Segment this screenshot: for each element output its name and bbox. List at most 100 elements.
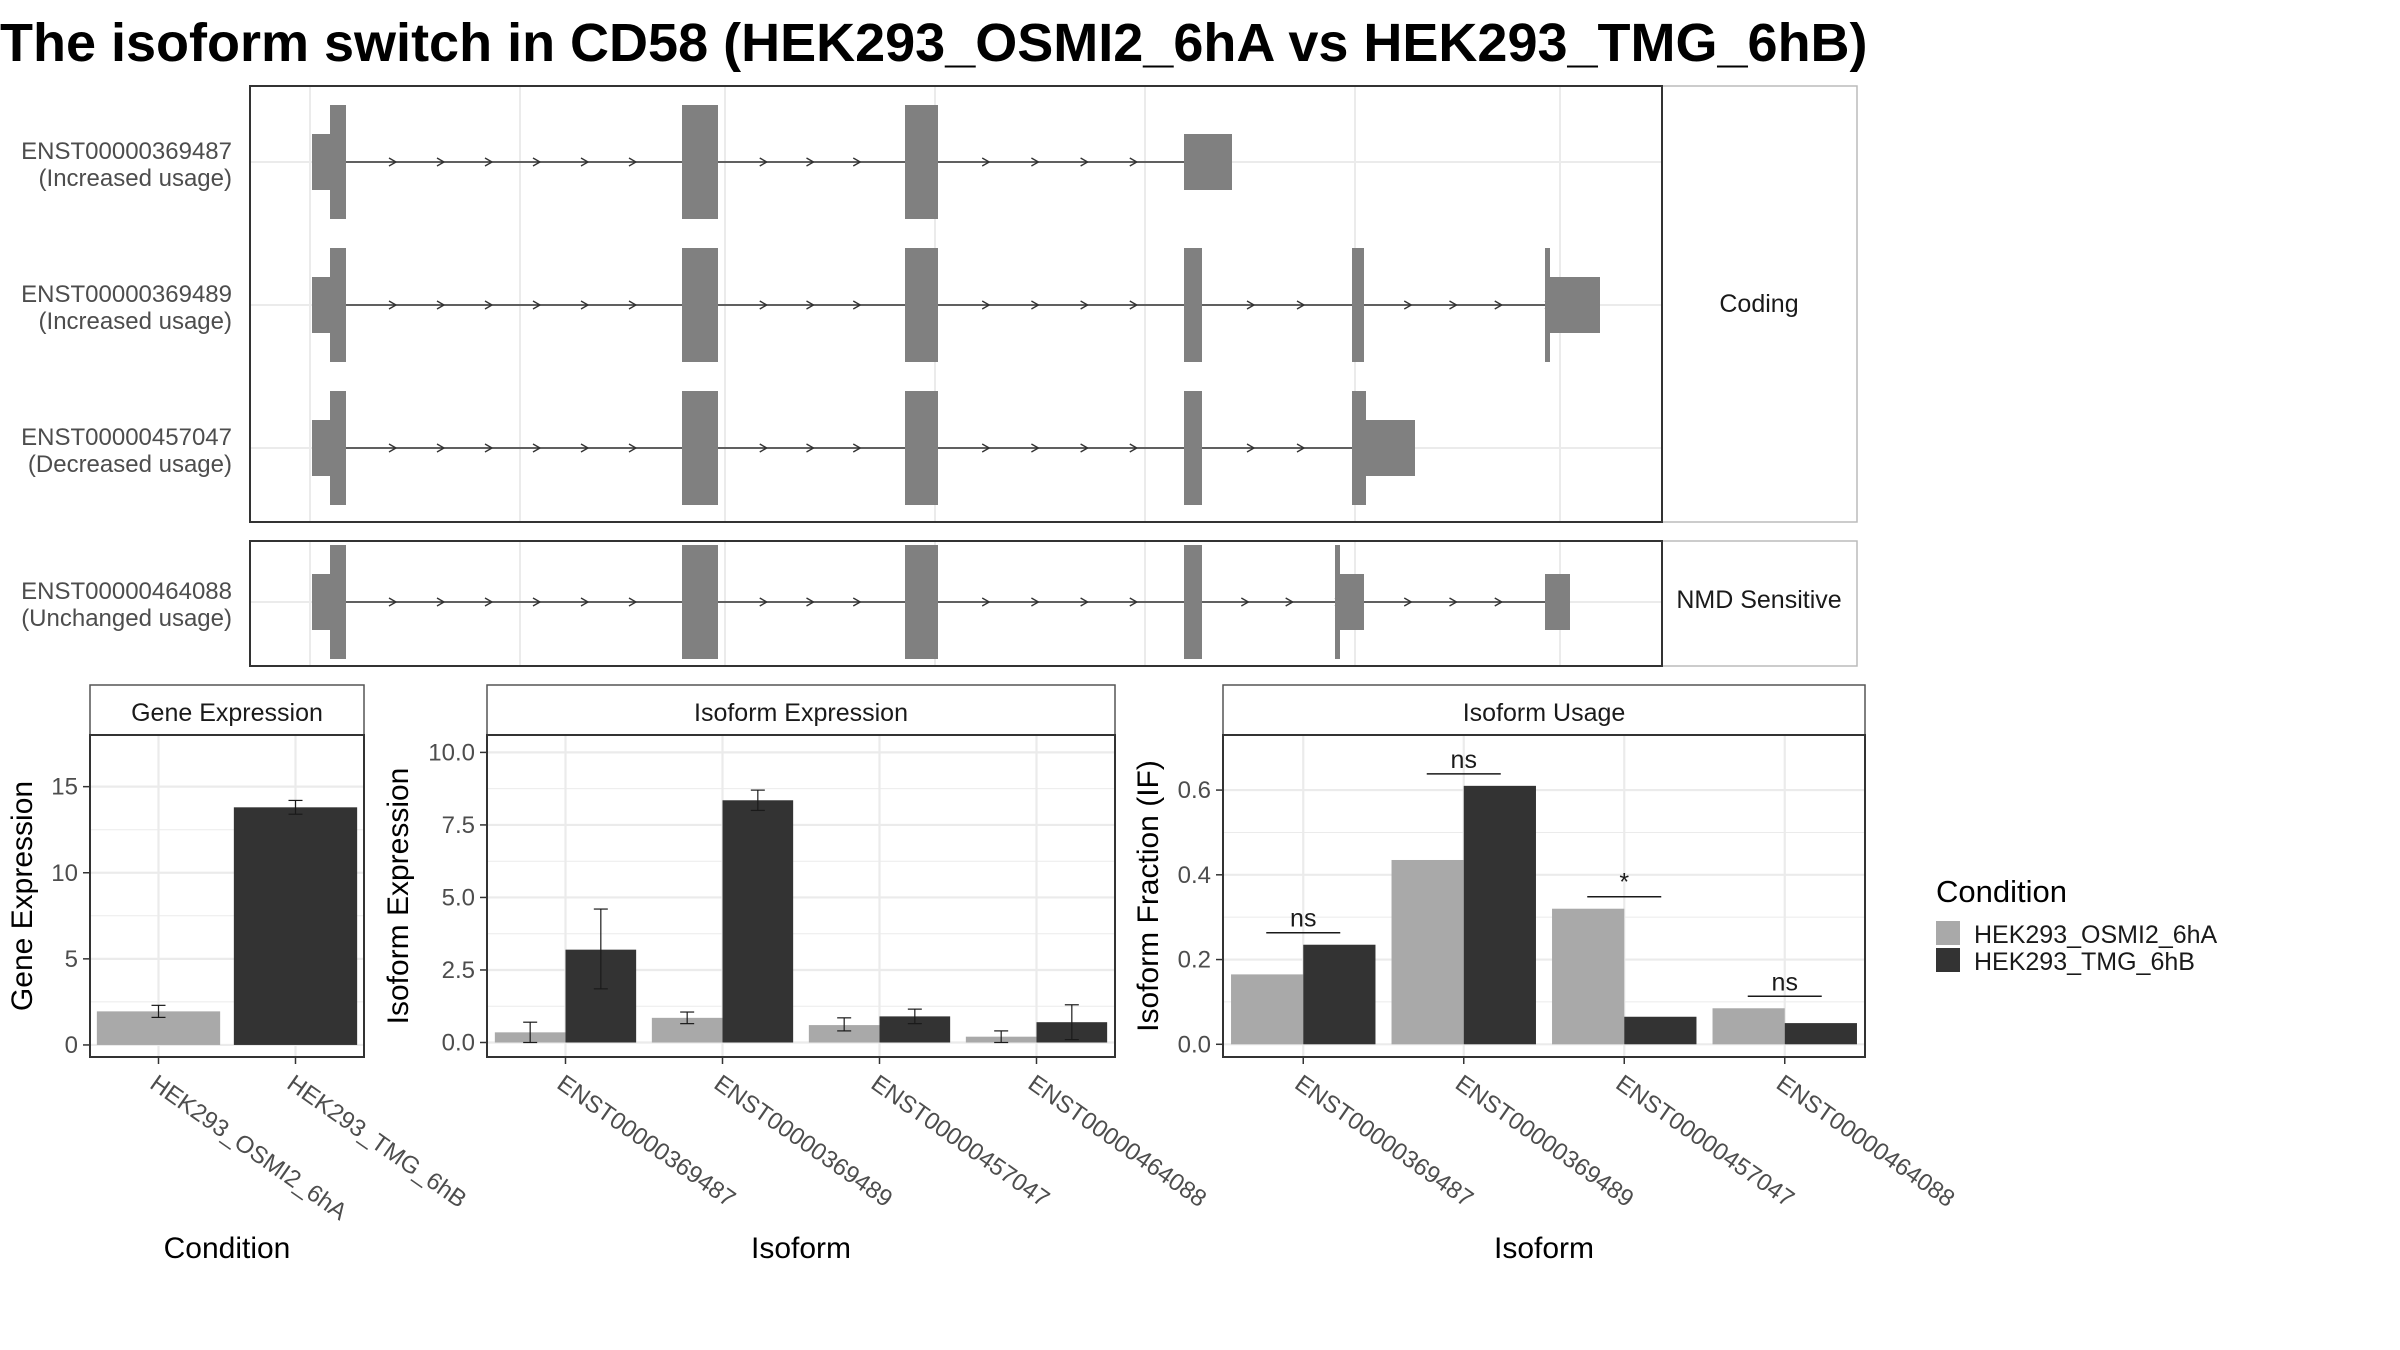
intron-direction-arrow — [436, 443, 446, 453]
significance-label: ns — [1772, 968, 1798, 996]
intron-direction-arrow — [532, 443, 542, 453]
y-tick-label: 0.0 — [1178, 1031, 1211, 1058]
significance-label: * — [1619, 869, 1629, 897]
intron-direction-arrow — [436, 300, 446, 310]
exon — [1545, 248, 1550, 362]
bar — [1303, 944, 1376, 1045]
intron-direction-arrow — [1449, 597, 1458, 607]
x-tick-label: ENST00000464088 — [1771, 1070, 1959, 1213]
intron-direction-arrow — [628, 300, 638, 310]
exon — [330, 105, 346, 219]
plot-border — [486, 734, 1116, 1058]
intron-direction-arrow — [759, 157, 769, 167]
intron-direction-arrow — [580, 597, 590, 607]
intron-direction-arrow — [1129, 597, 1139, 607]
y-tick-label: 7.5 — [442, 812, 475, 839]
intron-direction-arrow — [532, 300, 542, 310]
y-tick-label: 2.5 — [442, 957, 475, 984]
intron-direction-arrow — [806, 597, 815, 607]
intron-direction-arrow — [1296, 443, 1306, 453]
x-axis-label: Isoform — [1494, 1232, 1594, 1265]
intron-direction-arrow — [806, 157, 815, 167]
y-tick-label: 0.0 — [442, 1029, 475, 1056]
exon — [330, 248, 346, 362]
bar — [1552, 908, 1625, 1045]
bar — [1712, 1008, 1785, 1045]
exon — [1366, 420, 1415, 476]
exon — [1550, 277, 1600, 333]
panel-strip — [89, 684, 365, 736]
bar — [808, 1025, 880, 1043]
intron-direction-arrow — [1031, 597, 1040, 607]
intron-direction-arrow — [1296, 300, 1306, 310]
exon — [312, 420, 330, 476]
intron-direction-arrow — [1494, 597, 1504, 607]
exon — [1184, 248, 1202, 362]
intron-direction-arrow — [1403, 597, 1413, 607]
track-usage-label: (Decreased usage) — [28, 451, 232, 478]
legend-swatch — [1936, 948, 1960, 972]
panel-title: Isoform Expression — [694, 699, 908, 727]
track-id-label: ENST00000369489 — [21, 281, 232, 308]
plot-border — [89, 734, 365, 1058]
intron-direction-arrow — [580, 157, 590, 167]
exon — [905, 105, 938, 219]
exon — [905, 545, 938, 659]
structure-panel-background — [250, 541, 1662, 666]
intron-direction-arrow — [759, 597, 769, 607]
chart-title: The isoform switch in CD58 (HEK293_OSMI2… — [0, 13, 1868, 73]
bar — [233, 807, 358, 1045]
bar — [1463, 785, 1536, 1045]
exon — [312, 277, 330, 333]
y-tick-label: 0.4 — [1178, 862, 1211, 889]
intron-direction-arrow — [981, 300, 991, 310]
intron-direction-arrow — [852, 157, 862, 167]
exon — [682, 248, 718, 362]
intron-direction-arrow — [388, 157, 398, 167]
y-axis-label: Gene Expression — [6, 781, 39, 1011]
significance-label: ns — [1290, 905, 1316, 933]
exon — [682, 105, 718, 219]
exon — [1184, 545, 1202, 659]
bar — [1784, 1023, 1857, 1045]
facet-label-nmd: NMD Sensitive — [1676, 586, 1841, 614]
intron-direction-arrow — [484, 597, 494, 607]
intron-direction-arrow — [981, 597, 991, 607]
panel-title: Isoform Usage — [1463, 699, 1626, 727]
legend-item-label: HEK293_TMG_6hB — [1974, 948, 2195, 976]
structure-panel-border — [249, 540, 1663, 667]
intron-direction-arrow — [388, 443, 398, 453]
facet-label-coding: Coding — [1719, 290, 1798, 318]
panel-strip — [486, 684, 1116, 736]
y-axis-label: Isoform Fraction (IF) — [1132, 760, 1165, 1032]
exon — [682, 545, 718, 659]
intron-direction-arrow — [388, 300, 398, 310]
legend-swatch — [1936, 921, 1960, 945]
exon — [1184, 391, 1202, 505]
track-id-label: ENST00000369487 — [21, 138, 232, 165]
intron-direction-arrow — [1080, 597, 1090, 607]
track-id-label: ENST00000464088 — [21, 578, 232, 605]
intron-direction-arrow — [388, 597, 398, 607]
intron-direction-arrow — [1129, 300, 1139, 310]
exon — [312, 574, 330, 630]
exon — [312, 134, 330, 190]
intron-direction-arrow — [1246, 300, 1256, 310]
intron-direction-arrow — [981, 443, 991, 453]
intron-direction-arrow — [532, 597, 542, 607]
track-usage-label: (Increased usage) — [39, 308, 232, 335]
intron-direction-arrow — [484, 443, 494, 453]
bar — [722, 800, 794, 1043]
y-tick-label: 0 — [65, 1032, 78, 1059]
intron-direction-arrow — [1449, 300, 1458, 310]
intron-direction-arrow — [580, 443, 590, 453]
intron-direction-arrow — [806, 300, 815, 310]
structure-panel-border — [249, 85, 1663, 523]
intron-direction-arrow — [806, 443, 815, 453]
intron-direction-arrow — [1080, 300, 1090, 310]
exon — [905, 248, 938, 362]
intron-direction-arrow — [436, 157, 446, 167]
significance-label: ns — [1451, 746, 1477, 774]
bar — [1624, 1016, 1697, 1045]
